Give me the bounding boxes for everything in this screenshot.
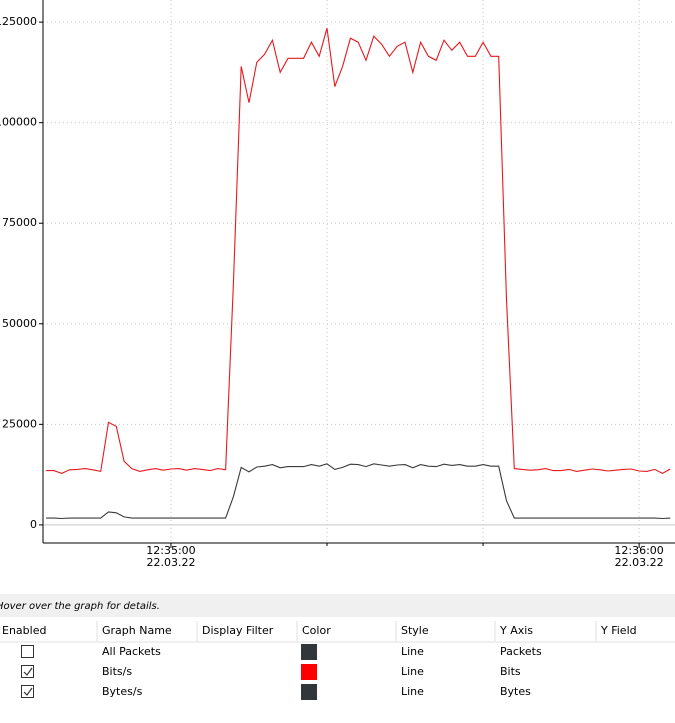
graph-name[interactable]: Bytes/s	[102, 685, 143, 698]
column-header[interactable]: Enabled	[2, 624, 46, 637]
checkbox[interactable]	[21, 645, 34, 658]
style[interactable]: Line	[401, 645, 424, 658]
style[interactable]: Line	[401, 685, 424, 698]
x-tick-label: 12:36:00 22.03.22	[614, 544, 663, 569]
checkbox[interactable]	[21, 685, 34, 698]
column-header[interactable]: Y Axis	[499, 624, 533, 637]
column-header[interactable]: Style	[401, 624, 429, 637]
graph-name[interactable]: All Packets	[102, 645, 161, 658]
y-tick-label: 100000	[0, 116, 37, 129]
column-header[interactable]: Graph Name	[102, 624, 172, 637]
checkbox[interactable]	[21, 665, 34, 678]
style[interactable]: Line	[401, 665, 424, 678]
column-header[interactable]: Y Field	[600, 624, 637, 637]
y-axis-unit[interactable]: Packets	[500, 645, 542, 658]
y-tick-label: 75000	[2, 216, 37, 229]
color-swatch[interactable]	[301, 644, 317, 660]
checkmark	[23, 687, 33, 696]
hint-bar	[0, 594, 675, 617]
checkmark	[23, 667, 33, 676]
column-header[interactable]: Color	[302, 624, 331, 637]
hint-text: Hover over the graph for details.	[0, 601, 160, 612]
table-header	[0, 620, 675, 642]
x-tick-label: 12:35:00 22.03.22	[146, 544, 195, 569]
y-tick-label: 50000	[2, 317, 37, 330]
y-tick-label: 25000	[2, 417, 37, 430]
y-axis-unit[interactable]: Bits	[500, 665, 521, 678]
graph-name[interactable]: Bits/s	[102, 665, 132, 678]
column-header[interactable]: Display Filter	[202, 624, 274, 637]
series-line	[46, 463, 671, 520]
y-axis-unit[interactable]: Bytes	[500, 685, 531, 698]
color-swatch[interactable]	[301, 664, 317, 680]
color-swatch[interactable]	[301, 684, 317, 700]
y-tick-label: 125000	[0, 15, 37, 28]
series-line	[46, 28, 671, 475]
y-tick-label: 0	[30, 518, 37, 531]
